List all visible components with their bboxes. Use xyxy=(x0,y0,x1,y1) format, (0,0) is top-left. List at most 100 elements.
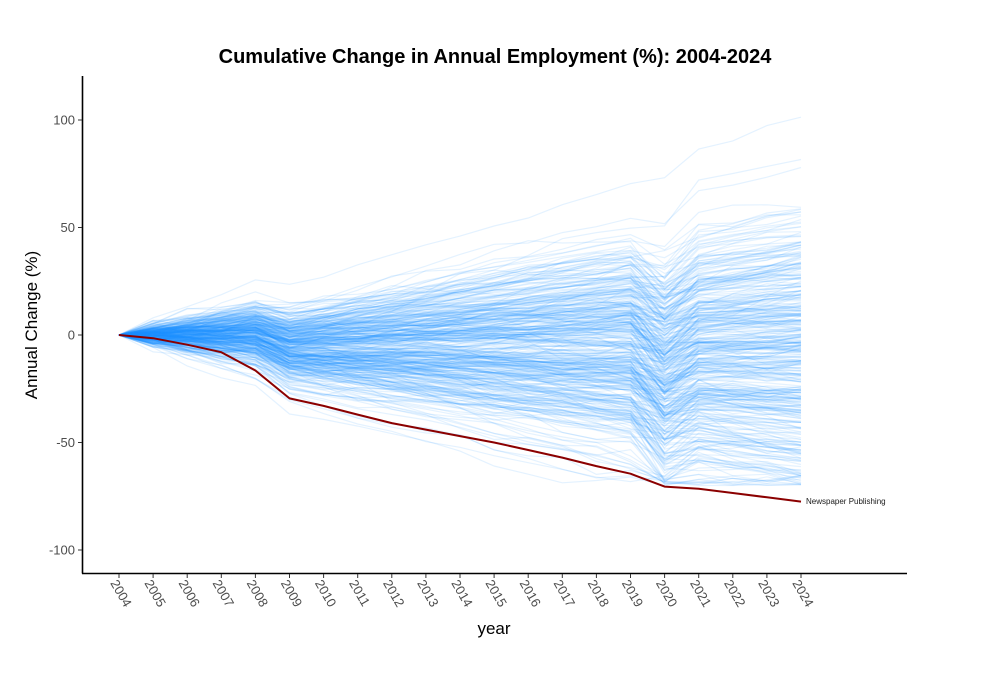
background-series-line xyxy=(118,255,802,336)
background-series-line xyxy=(118,296,802,342)
background-series-line xyxy=(118,320,802,344)
background-series-line xyxy=(118,275,802,339)
background-series-line xyxy=(118,334,802,432)
background-series-line xyxy=(118,323,802,370)
background-series-line xyxy=(118,334,802,415)
background-series-line xyxy=(118,333,802,442)
background-series-line xyxy=(118,281,802,349)
background-series-line xyxy=(118,334,802,432)
background-series-line xyxy=(118,334,802,410)
background-series-line xyxy=(118,333,802,461)
background-series-line xyxy=(118,304,802,345)
background-series-line xyxy=(118,244,802,338)
background-series-line xyxy=(118,332,802,404)
background-series-line xyxy=(118,334,802,482)
background-series-line xyxy=(118,329,802,381)
background-series-line xyxy=(118,326,802,412)
background-series-line xyxy=(118,208,802,336)
background-series-line xyxy=(118,272,802,338)
background-series-line xyxy=(118,277,802,336)
background-series-line xyxy=(118,313,802,342)
background-series-line xyxy=(118,315,802,346)
background-series-line xyxy=(118,331,802,420)
background-series-line xyxy=(118,334,802,467)
background-series-line xyxy=(118,254,802,336)
background-series-line xyxy=(118,215,802,336)
background-series-line xyxy=(118,317,802,383)
background-series-line xyxy=(118,291,802,336)
background-series-line xyxy=(118,267,802,336)
background-series-line xyxy=(118,280,802,337)
background-series-line xyxy=(118,334,802,472)
background-series-line xyxy=(118,324,802,384)
background-series-line xyxy=(118,305,802,341)
background-series-line xyxy=(118,260,802,336)
background-series-line xyxy=(118,334,802,461)
background-series-line xyxy=(118,318,802,358)
background-series-line xyxy=(118,290,802,337)
background-series-line xyxy=(118,221,802,336)
background-series-line xyxy=(118,309,802,350)
background-series-line xyxy=(118,321,802,373)
background-series-line xyxy=(118,328,802,370)
background-series-line xyxy=(118,204,802,336)
background-series-line xyxy=(118,314,802,355)
background-series-line xyxy=(118,332,802,353)
background-series-line xyxy=(118,241,802,336)
background-series-line xyxy=(118,315,802,356)
background-series-line xyxy=(118,334,802,423)
background-series-line xyxy=(118,334,802,417)
background-series-line xyxy=(118,334,802,409)
background-series-line xyxy=(118,314,802,371)
background-series-line xyxy=(118,303,802,354)
chart-title: Cumulative Change in Annual Employment (… xyxy=(219,46,773,68)
background-series-line xyxy=(118,301,802,358)
background-series-line xyxy=(118,311,802,365)
background-series-line xyxy=(118,334,802,363)
background-series-line xyxy=(118,326,802,362)
background-series-line xyxy=(118,325,802,354)
x-tick-label: 2007 xyxy=(210,577,237,610)
background-series-line xyxy=(118,271,802,336)
background-series-line xyxy=(118,262,802,336)
background-series-line xyxy=(118,318,802,368)
background-series-line xyxy=(118,334,802,440)
background-series-line xyxy=(118,313,802,341)
background-series-line xyxy=(118,302,802,338)
background-series-line xyxy=(118,276,802,336)
background-series-line xyxy=(118,334,802,485)
background-series-line xyxy=(118,323,802,358)
background-series-line xyxy=(118,334,802,405)
background-series-line xyxy=(118,322,802,450)
background-series-line xyxy=(118,166,802,336)
background-series-line xyxy=(118,334,802,474)
background-series-line xyxy=(118,306,802,354)
background-series-line xyxy=(118,334,802,417)
background-series-line xyxy=(118,262,802,336)
x-tick-label: 2019 xyxy=(619,577,646,610)
background-series-line xyxy=(118,334,802,363)
background-series-line xyxy=(118,334,802,410)
background-series-line xyxy=(118,332,802,437)
background-series-line xyxy=(118,331,802,401)
background-series-line xyxy=(118,329,802,475)
background-series-line xyxy=(118,303,802,354)
background-series-line xyxy=(118,334,802,414)
background-series-line xyxy=(118,288,802,336)
background-series-line xyxy=(118,285,802,336)
background-series-line xyxy=(118,334,802,435)
background-series-line xyxy=(118,330,802,387)
background-series-line xyxy=(118,246,802,336)
background-series-line xyxy=(118,246,802,336)
background-series-line xyxy=(118,334,802,431)
background-series-line xyxy=(118,334,802,482)
background-series-line xyxy=(118,263,802,336)
background-series-line xyxy=(118,315,802,351)
background-series-line xyxy=(118,334,802,449)
background-series-line xyxy=(118,276,802,336)
background-series-line xyxy=(118,333,802,460)
background-series-line xyxy=(118,334,802,407)
background-series-line xyxy=(118,334,802,484)
background-series-line xyxy=(118,334,802,425)
series-label-newspaper-publishing: Newspaper Publishing xyxy=(806,497,886,506)
